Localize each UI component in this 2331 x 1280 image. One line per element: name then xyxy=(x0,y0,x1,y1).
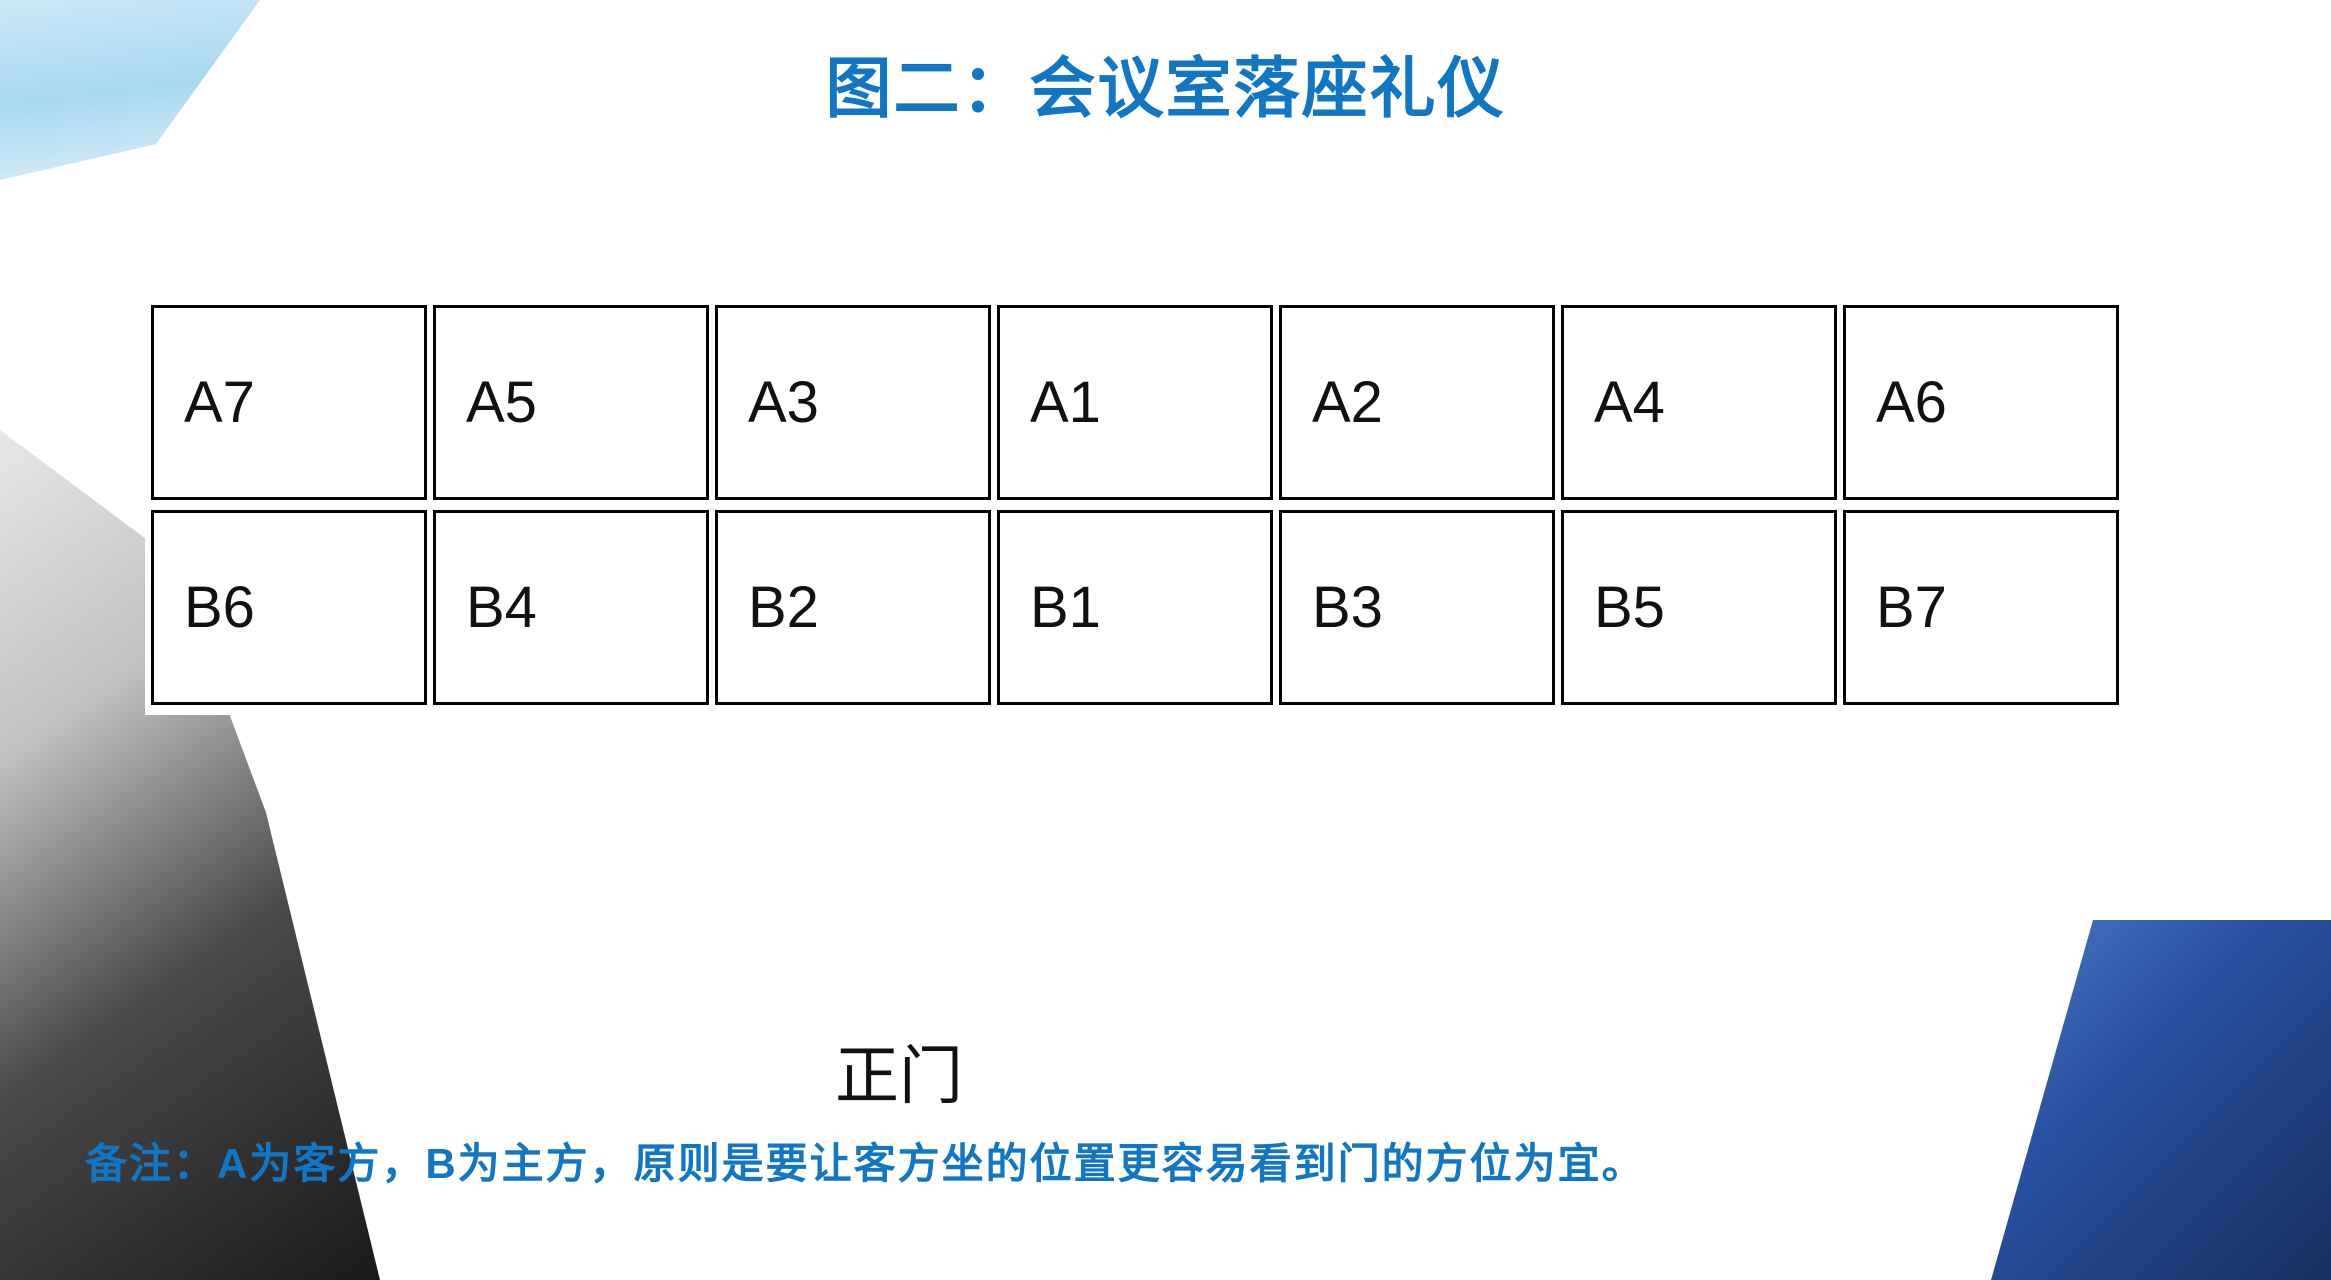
seat-cell: B5 xyxy=(1561,510,1837,705)
seat-cell: A4 xyxy=(1561,305,1837,500)
table-row: B6 B4 B2 B1 B3 B5 B7 xyxy=(151,510,2119,705)
seat-cell: B7 xyxy=(1843,510,2119,705)
seat-cell: B6 xyxy=(151,510,427,705)
seat-cell: A5 xyxy=(433,305,709,500)
seating-table-container: A7 A5 A3 A1 A2 A4 A6 B6 B4 B2 B1 B3 B5 B… xyxy=(145,295,2125,715)
seat-cell: B1 xyxy=(997,510,1273,705)
seat-cell: B2 xyxy=(715,510,991,705)
decorative-corner-bottom-right xyxy=(1991,920,2331,1280)
door-label: 正门 xyxy=(835,1025,963,1117)
slide-title: 图二：会议室落座礼仪 xyxy=(0,35,2331,131)
seat-cell: B3 xyxy=(1279,510,1555,705)
seat-cell: A1 xyxy=(997,305,1273,500)
seat-cell: A7 xyxy=(151,305,427,500)
footnote-text: 备注：A为客方，B为主方，原则是要让客方坐的位置更容易看到门的方位为宜。 xyxy=(85,1130,1646,1191)
table-row: A7 A5 A3 A1 A2 A4 A6 xyxy=(151,305,2119,500)
seat-cell: A6 xyxy=(1843,305,2119,500)
seat-cell: A3 xyxy=(715,305,991,500)
seat-cell: B4 xyxy=(433,510,709,705)
seat-cell: A2 xyxy=(1279,305,1555,500)
seating-table: A7 A5 A3 A1 A2 A4 A6 B6 B4 B2 B1 B3 B5 B… xyxy=(145,295,2125,715)
